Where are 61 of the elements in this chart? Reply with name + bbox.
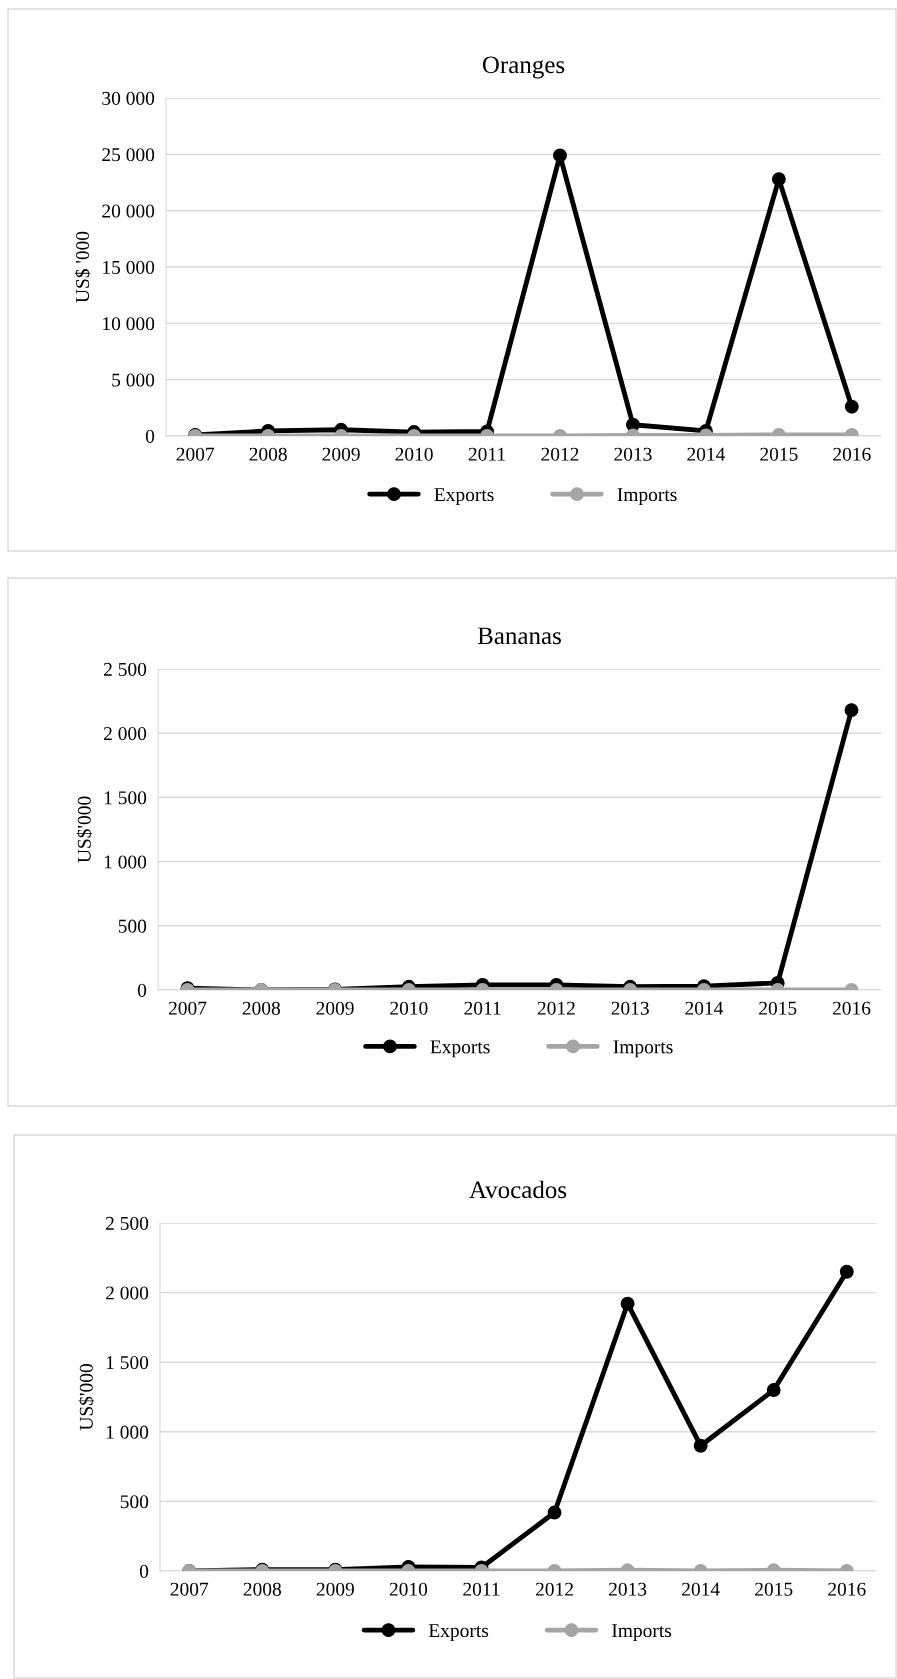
- x-tick-label: 2016: [832, 1001, 871, 1015]
- legend-label: Exports: [430, 1040, 490, 1058]
- y-tick-label: 2 500: [105, 1216, 149, 1230]
- y-tick-label: 10 000: [103, 317, 155, 331]
- y-tick-label: 20 000: [102, 204, 155, 218]
- x-tick-label: 2015: [755, 1582, 793, 1596]
- x-tick-label: 2013: [609, 1582, 647, 1596]
- chart-title: Bananas: [477, 627, 561, 645]
- chart-title: Avocados: [469, 1180, 567, 1199]
- x-tick-label: 2015: [760, 447, 798, 461]
- x-tick-label: 2016: [828, 1582, 866, 1596]
- y-tick-label: 0: [139, 1564, 149, 1578]
- chart-title: Oranges: [482, 56, 565, 79]
- x-tick-label: 2008: [249, 447, 287, 461]
- x-tick-label: 2010: [389, 1582, 428, 1596]
- x-tick-label: 2007: [168, 1001, 207, 1015]
- x-tick-label: 2013: [614, 447, 652, 461]
- x-tick-label: 2012: [535, 1582, 573, 1596]
- x-tick-label: 2007: [176, 447, 215, 461]
- y-tick-label: 1 500: [104, 791, 147, 805]
- y-tick-label: 2 000: [105, 1286, 149, 1300]
- x-tick-label: 2009: [316, 1001, 354, 1015]
- x-tick-label: 2014: [682, 1582, 720, 1596]
- y-axis-title: US$'000: [78, 1364, 95, 1431]
- y-tick-label: 15 000: [103, 260, 155, 274]
- y-tick-label: 25 000: [102, 148, 155, 162]
- y-tick-label: 30 000: [102, 91, 155, 105]
- x-tick-label: 2014: [687, 447, 726, 461]
- legend-label: Imports: [613, 1040, 673, 1058]
- x-tick-label: 2016: [833, 447, 871, 461]
- x-tick-label: 2011: [468, 447, 505, 461]
- y-tick-label: 0: [145, 429, 155, 443]
- x-tick-label: 2011: [463, 1582, 500, 1596]
- x-tick-label: 2013: [611, 1001, 649, 1015]
- legend-label: Imports: [612, 1624, 672, 1642]
- x-tick-label: 2008: [242, 1001, 280, 1015]
- y-tick-label: 1 000: [106, 1425, 149, 1439]
- y-tick-label: 2 500: [103, 662, 147, 676]
- x-tick-label: 2009: [322, 447, 360, 461]
- y-tick-label: 2 000: [103, 727, 147, 741]
- y-tick-label: 1 000: [104, 855, 147, 869]
- y-tick-label: 500: [120, 1495, 149, 1509]
- x-tick-label: 2014: [685, 1001, 724, 1015]
- x-tick-label: 2015: [759, 1001, 797, 1015]
- x-tick-label: 2010: [395, 447, 433, 461]
- x-tick-label: 2009: [316, 1582, 354, 1596]
- legend-label: Imports: [617, 488, 677, 506]
- y-tick-label: 500: [118, 919, 147, 933]
- x-tick-label: 2007: [170, 1582, 209, 1596]
- x-tick-label: 2010: [390, 1001, 428, 1015]
- legend-label: Exports: [428, 1624, 489, 1642]
- legend-label: Exports: [434, 488, 494, 506]
- y-tick-label: 1 500: [106, 1356, 149, 1370]
- x-tick-label: 2008: [243, 1582, 281, 1596]
- x-tick-label: 2012: [541, 447, 579, 461]
- y-axis-title: US$ '000: [74, 231, 91, 303]
- x-tick-label: 2011: [464, 1001, 501, 1015]
- y-tick-label: 0: [137, 983, 147, 997]
- x-tick-label: 2012: [537, 1001, 575, 1015]
- y-tick-label: 5 000: [112, 373, 155, 387]
- y-axis-title: US$'000: [76, 796, 93, 863]
